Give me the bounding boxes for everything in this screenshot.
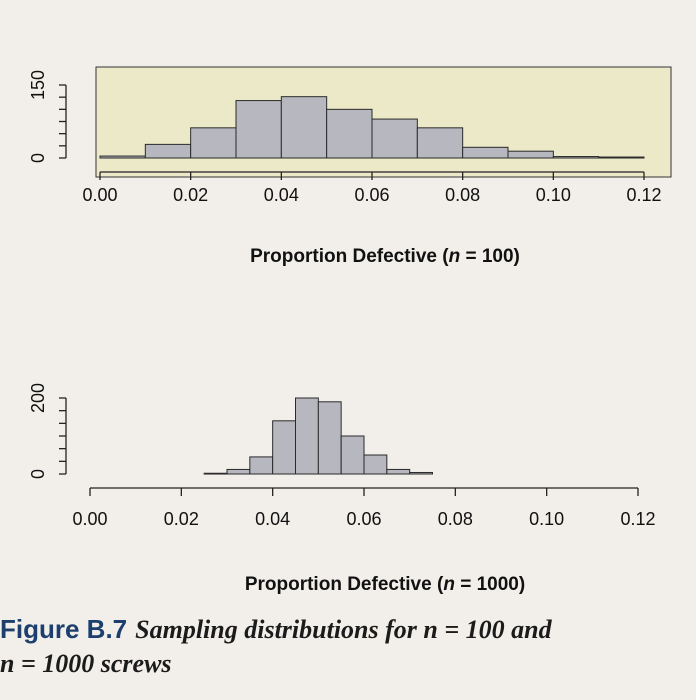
x-tick-label: 0.10 [536,185,571,205]
histogram-bar-1 [144,143,192,159]
histogram-n100: 0.00 0.02 0.04 0.06 0.08 0.10 0.12 0 150 Propor… [28,66,672,267]
histogram-bar-4 [280,96,328,159]
x-tick-label: 0.06 [354,185,389,205]
figure-caption: Figure B.7 Sampling distributions for n =… [0,612,680,681]
x-tick-label: 0.00 [72,509,107,529]
histogram-bar-7 [416,127,464,159]
x-tick-label: 0.08 [438,509,473,529]
histogram-bar-5 [326,108,373,159]
x-tick-label: 0.12 [620,509,655,529]
histogram-bar-3 [235,100,282,159]
x-tick-label: 0.02 [173,185,208,205]
y-tick-label: 150 [28,70,48,100]
x-tick-label: 0.10 [529,509,564,529]
histogram-n1000: 0.00 0.02 0.04 0.06 0.08 0.10 0.12 0 200 Propor… [28,383,656,595]
y-tick-label: 0 [28,469,48,479]
figure-label: Figure B.7 [0,614,128,644]
histogram-bar-9 [409,471,433,475]
x-tick-label: 0.00 [82,185,117,205]
histogram-bar-10 [552,156,600,159]
x-tick-label: 0.04 [264,185,299,205]
y-tick-label: 200 [28,383,48,413]
histogram-bar-7 [363,454,388,475]
histogram-bar-8 [462,146,509,159]
histogram-bar-9 [507,150,554,159]
y-tick-label: 0 [28,153,48,163]
histogram-bar-6 [340,435,365,475]
x-tick-label: 0.12 [626,185,661,205]
x-axis-title: Proportion Defective (n = 1000) [245,574,525,595]
histogram-bar-5 [317,401,342,475]
histogram-bar-2 [190,127,237,159]
x-tick-label: 0.08 [445,185,480,205]
histogram-bar-1 [226,468,251,475]
x-tick-label: 0.04 [255,509,290,529]
figure-caption-text: Sampling distributions for n = 100 and [135,615,552,644]
x-axis-title: Proportion Defective (n = 100) [250,246,520,267]
histogram-bar-2 [249,456,274,475]
histogram-bar-3 [272,420,296,475]
histogram-bar-11 [598,156,645,159]
figure-caption-text-line2: n = 1000 screws [0,649,172,678]
histogram-bar-0 [203,472,228,475]
histogram-bar-0 [99,155,146,159]
x-tick-label: 0.06 [346,509,381,529]
histogram-bar-4 [295,397,319,475]
histogram-bar-6 [371,118,418,159]
x-tick-label: 0.02 [164,509,199,529]
histogram-bar-8 [386,468,411,475]
